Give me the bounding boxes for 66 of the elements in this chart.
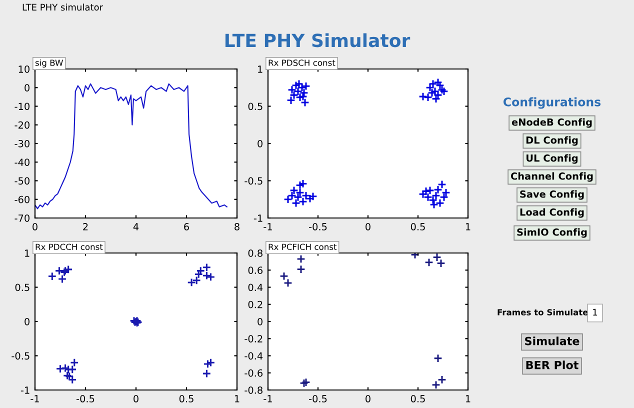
x-tick-label: 1 <box>466 223 470 230</box>
text: Save Config <box>520 190 584 200</box>
y-tick-label: 0.6 <box>248 266 263 274</box>
y-tick-label: -10 <box>14 102 30 110</box>
y-tick-label: -60 <box>14 196 30 204</box>
text: 1 <box>593 308 598 316</box>
x-tick-label: 2 <box>83 223 88 230</box>
y-tick-label: 0 <box>258 318 262 326</box>
y-tick-label: -0.5 <box>12 352 30 360</box>
text: UL Config <box>526 154 578 164</box>
text: BER Plot <box>526 360 578 370</box>
y-tick-label: -0.4 <box>244 352 263 360</box>
y-tick-label: -40 <box>14 158 30 166</box>
y-tick-label: 0.5 <box>15 284 30 292</box>
x-tick-label: 4 <box>133 223 139 230</box>
x-tick-label: -0.5 <box>308 395 327 402</box>
chart-title: Rx PDSCH const <box>268 60 336 66</box>
y-tick-label: -20 <box>14 121 30 129</box>
y-tick-label: 0 <box>24 318 30 326</box>
y-tick-label: 0.4 <box>248 284 263 292</box>
x-tick-label: 1 <box>466 395 470 402</box>
y-tick-label: -1 <box>254 214 262 222</box>
y-tick-label: -0.8 <box>244 386 262 394</box>
text: SimIO Config <box>517 228 587 238</box>
y-tick-label: 0.2 <box>248 300 262 308</box>
x-tick-label: 0 <box>366 223 370 230</box>
x-tick-label: 0.5 <box>410 395 425 402</box>
y-tick-label: -70 <box>14 214 30 222</box>
chart-title: Rx PCFICH const <box>268 244 337 250</box>
y-tick-label: 0 <box>24 84 30 92</box>
y-tick-label: -0.5 <box>244 177 262 185</box>
x-tick-label: -0.5 <box>308 223 327 230</box>
x-tick-label: 0.5 <box>410 223 425 230</box>
text: Load Config <box>520 208 584 218</box>
y-tick-label: -1 <box>20 386 30 394</box>
x-tick-label: 8 <box>234 223 240 230</box>
y-tick-label: 0.5 <box>248 102 262 110</box>
text: Frames to Simulate <box>498 308 588 316</box>
x-tick-label: -0.5 <box>76 395 94 402</box>
chart-title: Rx PDCCH const <box>36 244 103 250</box>
x-tick-label: 0 <box>366 395 370 402</box>
y-tick-label: 0 <box>258 140 262 148</box>
text: Channel Config <box>510 172 593 182</box>
text: DL Config <box>526 136 578 146</box>
y-tick-label: 0.8 <box>248 249 262 257</box>
x-tick-label: 0.5 <box>179 395 194 402</box>
x-tick-label: 1 <box>234 395 240 402</box>
y-tick-label: -0.2 <box>244 335 262 342</box>
x-tick-label: 0 <box>32 223 38 230</box>
y-tick-label: 10 <box>18 65 30 73</box>
x-tick-label: -1 <box>264 223 272 230</box>
x-tick-label: 0 <box>134 395 138 402</box>
text: eNodeB Config <box>512 118 592 128</box>
text: Simulate <box>525 336 580 346</box>
y-tick-label: 1 <box>258 66 262 73</box>
x-tick-label: -1 <box>264 395 272 402</box>
text: LTE PHY simulator <box>22 4 104 11</box>
text: LTE PHY Simulator <box>225 33 410 48</box>
text: Configurations <box>503 97 601 109</box>
x-tick-label: 6 <box>184 223 189 230</box>
y-tick-label: -0.6 <box>244 369 263 377</box>
y-tick-label: -50 <box>14 177 30 185</box>
x-tick-label: -1 <box>30 395 39 402</box>
y-tick-label: -30 <box>14 140 30 148</box>
y-tick-label: 1 <box>25 250 30 257</box>
chart-title: sig BW <box>35 59 63 68</box>
